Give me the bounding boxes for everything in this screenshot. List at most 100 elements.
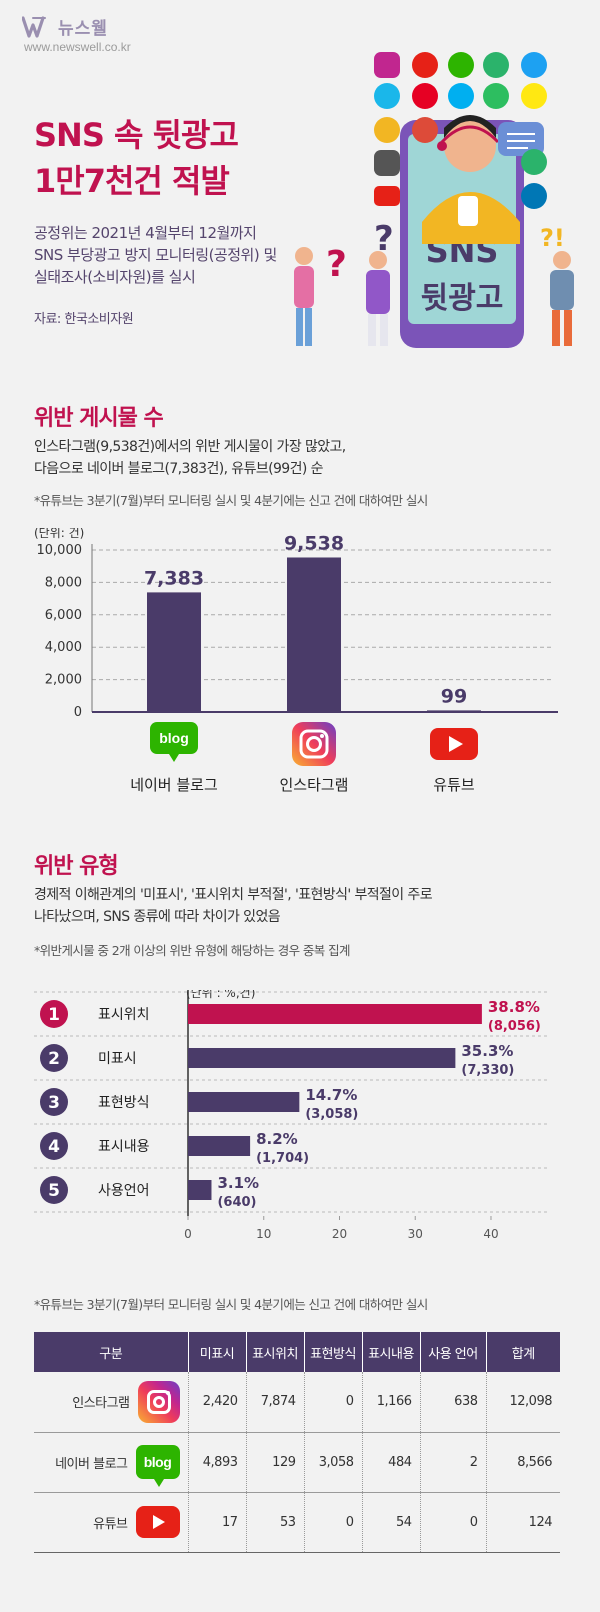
page-title: SNS 속 뒷광고 1만7천건 적발 bbox=[34, 112, 239, 204]
section1-note: *유튜브는 3분기(7월)부터 모니터링 실시 및 4분기에는 신고 건에 대하… bbox=[34, 493, 428, 508]
instagram-icon-frame bbox=[299, 729, 329, 759]
title-line-1: SNS 속 뒷광고 bbox=[34, 116, 239, 154]
category-label: 표현방식 bbox=[98, 1095, 150, 1111]
intro-line-1: 공정위는 2021년 4월부터 12월까지 bbox=[34, 224, 257, 242]
table-header: 표현방식 bbox=[304, 1332, 363, 1372]
rank-badge bbox=[40, 1176, 68, 1204]
share-icon bbox=[483, 52, 509, 78]
table-row: 인스타그램 2,420 7,874 0 1,166 638 12,098 bbox=[34, 1372, 560, 1433]
bar-pct-label: 38.8% bbox=[488, 998, 540, 1016]
instagram-icon bbox=[374, 52, 400, 78]
rank-badge bbox=[40, 1132, 68, 1160]
table-row: 네이버 블로그 blog 4,893 129 3,058 484 2 8,566 bbox=[34, 1432, 560, 1493]
intro-text: 공정위는 2021년 4월부터 12월까지 SNS 부당광고 방지 모니터링(공… bbox=[34, 222, 277, 288]
story-icon bbox=[374, 117, 400, 143]
section1-desc: 인스타그램(9,538건)에서의 위반 게시물이 가장 많았고, 다음으로 네이… bbox=[34, 436, 346, 480]
y-tick-label: 10,000 bbox=[37, 543, 83, 558]
violation-type-chart: (단위 : %,건) 1 표시위치 38.8% (8,056) 2 미표시 35.3% (7,3… bbox=[34, 990, 548, 1241]
intro-line-2: SNS 부당광고 방지 모니터링(공정위) 및 bbox=[34, 246, 277, 264]
bar-count-label: (8,056) bbox=[488, 1019, 541, 1034]
category-label: 미표시 bbox=[98, 1051, 137, 1067]
bar-count-label: (1,704) bbox=[256, 1151, 309, 1166]
blog-icon-text: blog bbox=[159, 730, 189, 746]
table-cell: 8,566 bbox=[486, 1432, 560, 1493]
table-cell: 0 bbox=[304, 1492, 363, 1553]
brand-name: 뉴스웰 bbox=[58, 19, 108, 39]
instagram-icon bbox=[292, 722, 336, 766]
rank-number: 3 bbox=[48, 1093, 60, 1113]
blog-icon: blog bbox=[135, 1445, 180, 1487]
section2-note: *위반게시물 중 2개 이상의 위반 유형에 해당하는 경우 중복 집계 bbox=[34, 943, 350, 958]
bar-count-label: (640) bbox=[217, 1195, 256, 1210]
talk-icon bbox=[521, 83, 547, 109]
bar bbox=[188, 1180, 212, 1200]
y-tick-label: 4,000 bbox=[45, 640, 82, 655]
intro-line-3: 실태조사(소비자원)를 실시 bbox=[34, 268, 196, 286]
table-cell: 12,098 bbox=[486, 1372, 560, 1433]
section1-desc-line-2: 다음으로 네이버 블로그(7,383건), 유튜브(99건) 순 bbox=[34, 461, 323, 477]
x-tick-label: 0 bbox=[184, 1227, 192, 1241]
y-tick-label: 8,000 bbox=[45, 575, 82, 590]
table-header-row: 구분 미표시 표시위치 표현방식 표시내용 사용 언어 합계 bbox=[34, 1332, 560, 1372]
bar bbox=[188, 1136, 251, 1156]
row-name: 유튜브 bbox=[93, 1516, 128, 1532]
bar-count-label: (3,058) bbox=[305, 1107, 358, 1122]
chart-unit-label: (단위 : %,건) bbox=[186, 990, 255, 1000]
category-label: 표시위치 bbox=[98, 1007, 150, 1023]
table-cell: 7,874 bbox=[246, 1372, 305, 1433]
person-icon bbox=[553, 251, 571, 269]
google-plus-icon bbox=[412, 117, 438, 143]
twitter-icon bbox=[521, 52, 547, 78]
brand: 뉴스웰 bbox=[22, 14, 108, 39]
rank-number: 1 bbox=[48, 1005, 60, 1025]
bar-value-label: 9,538 bbox=[284, 532, 344, 554]
x-tick-label: 10 bbox=[256, 1227, 271, 1241]
bar-count-label: (7,330) bbox=[461, 1063, 514, 1078]
bar bbox=[188, 1092, 300, 1112]
bar bbox=[188, 1048, 456, 1068]
table-header: 사용 언어 bbox=[420, 1332, 487, 1372]
bar bbox=[147, 592, 201, 712]
instagram-icon bbox=[137, 1380, 180, 1423]
bar bbox=[287, 557, 341, 712]
section2-desc-line-1: 경제적 이해관계의 '미표시', '표시위치 부적절', '표현방식' 부적절이… bbox=[34, 887, 433, 903]
question-mark-icon: ? bbox=[326, 244, 347, 285]
table-cell: 54 bbox=[362, 1492, 421, 1553]
title-line-2: 1만7천건 적발 bbox=[34, 162, 230, 200]
bar-pct-label: 3.1% bbox=[217, 1174, 259, 1192]
brand-url: www.newswell.co.kr bbox=[24, 40, 131, 54]
table-cell: 53 bbox=[246, 1492, 305, 1553]
x-tick-label: 네이버 블로그 bbox=[130, 776, 218, 794]
evernote-icon bbox=[483, 83, 509, 109]
table-cell: 638 bbox=[420, 1372, 487, 1433]
instagram-icon-dot bbox=[320, 734, 324, 738]
table-cell: 484 bbox=[362, 1432, 421, 1493]
table-header: 합계 bbox=[486, 1332, 560, 1372]
row-name: 인스타그램 bbox=[72, 1396, 130, 1412]
table-row: 유튜브 17 53 0 54 0 124 bbox=[34, 1492, 560, 1553]
x-tick-label: 인스타그램 bbox=[279, 776, 348, 794]
bar-pct-label: 14.7% bbox=[305, 1086, 357, 1104]
row-name: 네이버 블로그 bbox=[55, 1456, 128, 1472]
rank-number: 5 bbox=[48, 1181, 60, 1201]
posts-bar-chart: (단위: 건) 0 2,000 4,000 6,000 8,000 10,000 7,383 네… bbox=[34, 528, 558, 794]
linkedin-icon bbox=[521, 183, 547, 209]
chart-unit-label: (단위: 건) bbox=[34, 528, 84, 540]
x-tick-label: 유튜브 bbox=[433, 776, 475, 794]
table-header: 구분 bbox=[34, 1332, 189, 1372]
table-header: 표시내용 bbox=[362, 1332, 421, 1372]
category-label: 표시내용 bbox=[98, 1139, 150, 1155]
table-row-label: 인스타그램 bbox=[34, 1372, 189, 1433]
table-cell: 129 bbox=[246, 1432, 305, 1493]
table-cell: 17 bbox=[188, 1492, 247, 1553]
person-icon bbox=[295, 247, 313, 265]
bar-pct-label: 8.2% bbox=[256, 1130, 298, 1148]
table-cell: 124 bbox=[486, 1492, 560, 1553]
bar-pct-label: 35.3% bbox=[461, 1042, 513, 1060]
instagram-icon-lens bbox=[306, 736, 322, 752]
x-tick-label: 20 bbox=[332, 1227, 347, 1241]
person-icon bbox=[369, 251, 387, 269]
pinterest-icon bbox=[412, 83, 438, 109]
section2-desc: 경제적 이해관계의 '미표시', '표시위치 부적절', '표현방식' 부적절이… bbox=[34, 884, 433, 928]
question-mark-icon: ? bbox=[374, 219, 394, 259]
